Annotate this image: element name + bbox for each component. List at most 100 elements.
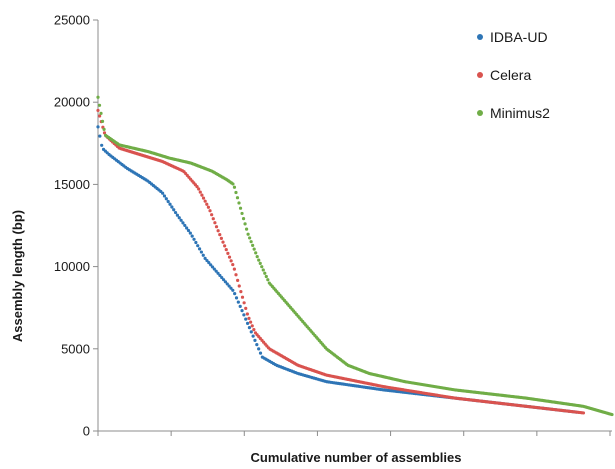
data-point — [97, 103, 102, 107]
data-point — [195, 185, 199, 189]
data-point — [186, 228, 191, 233]
data-point — [212, 267, 216, 271]
data-point — [213, 221, 217, 225]
data-point — [188, 231, 192, 235]
data-point — [207, 261, 211, 265]
data-point — [223, 280, 228, 284]
data-point — [253, 338, 257, 342]
data-point — [226, 251, 230, 255]
data-point — [98, 114, 102, 118]
data-point — [257, 258, 261, 262]
data-points — [96, 95, 614, 417]
data-point — [175, 213, 180, 217]
legend-marker — [477, 110, 483, 116]
data-point — [216, 229, 220, 233]
data-point — [161, 191, 165, 195]
data-point — [210, 213, 214, 217]
data-point — [100, 143, 104, 147]
data-point — [229, 259, 233, 263]
data-point — [166, 199, 170, 204]
data-point — [581, 411, 586, 415]
data-point — [231, 262, 235, 267]
data-point — [234, 296, 239, 300]
data-point — [205, 202, 209, 206]
data-point — [240, 211, 244, 216]
data-point — [249, 240, 253, 244]
data-point — [232, 267, 236, 271]
data-point — [238, 304, 242, 308]
data-point — [218, 273, 222, 278]
data-point — [201, 253, 205, 257]
data-point — [223, 244, 227, 248]
data-point — [96, 95, 100, 99]
data-point — [168, 202, 172, 206]
data-point — [252, 328, 256, 332]
data-point — [183, 223, 187, 228]
data-point — [263, 271, 267, 275]
legend-marker — [477, 34, 483, 40]
data-point — [221, 278, 226, 282]
data-point — [244, 317, 248, 321]
data-point — [248, 236, 252, 240]
data-point — [198, 190, 202, 194]
data-point — [102, 127, 106, 131]
data-point — [205, 258, 209, 263]
y-tick-label: 5000 — [61, 341, 90, 356]
series-minimus2 — [96, 95, 614, 417]
data-point — [233, 292, 237, 296]
data-point — [236, 300, 240, 304]
data-point — [238, 206, 243, 210]
data-point — [258, 351, 263, 355]
data-point — [185, 226, 189, 230]
data-point — [242, 313, 246, 317]
data-point — [244, 227, 249, 231]
data-point — [249, 320, 253, 324]
data-point — [211, 217, 215, 221]
data-point — [99, 111, 103, 115]
data-point — [203, 199, 207, 203]
data-point — [209, 263, 213, 267]
data-point — [181, 221, 185, 225]
data-point — [227, 284, 231, 288]
y-axis-title: Assembly length (bp) — [10, 210, 25, 342]
data-point — [102, 131, 107, 135]
data-point — [237, 201, 241, 205]
data-point — [254, 251, 258, 255]
data-point — [96, 125, 100, 129]
data-point — [220, 275, 224, 280]
series-celera — [96, 108, 586, 415]
data-point — [192, 237, 196, 241]
data-point — [100, 119, 105, 123]
data-point — [231, 288, 235, 292]
data-point — [96, 108, 100, 113]
data-point — [231, 182, 235, 186]
data-point — [255, 343, 259, 347]
data-point — [179, 218, 183, 222]
data-point — [241, 217, 246, 221]
data-point — [240, 309, 244, 313]
data-point — [218, 233, 222, 237]
data-point — [244, 306, 248, 311]
data-point — [235, 196, 240, 200]
data-point — [199, 250, 204, 254]
data-point — [266, 278, 270, 282]
data-point — [216, 271, 220, 275]
data-point — [224, 248, 228, 252]
legend-label: IDBA-UD — [490, 29, 548, 45]
data-point — [221, 240, 225, 244]
data-point — [240, 295, 245, 299]
data-point — [234, 190, 238, 195]
data-point — [245, 312, 249, 316]
data-point — [214, 225, 219, 229]
data-point — [214, 269, 218, 273]
data-point — [197, 187, 201, 191]
data-point — [173, 210, 178, 215]
data-point — [237, 284, 241, 288]
data-point — [210, 265, 215, 269]
data-point — [258, 261, 262, 265]
data-point — [250, 324, 254, 328]
legend-label: Celera — [490, 67, 531, 83]
data-point — [197, 247, 202, 251]
data-point — [264, 274, 268, 279]
